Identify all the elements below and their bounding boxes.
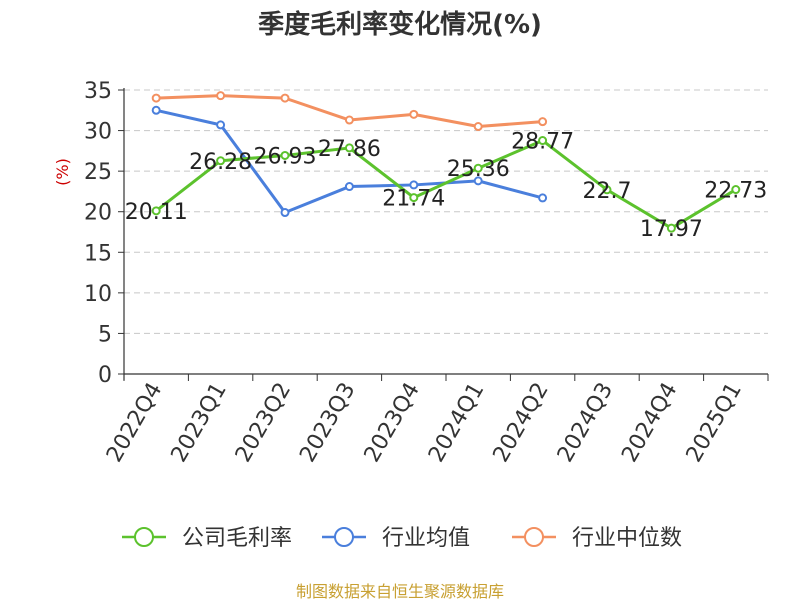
data-point [151,93,161,103]
data-point [344,115,354,125]
data-point [538,117,548,127]
legend-marker [524,527,544,547]
data-point [280,208,290,218]
legend-label: 行业中位数 [572,526,682,551]
data-point [344,182,354,192]
data-point [666,223,676,233]
data-point [409,193,419,203]
data-point [344,143,354,153]
y-tick-label: 15 [84,241,112,266]
data-label: 27.86 [318,137,381,162]
y-tick-label: 5 [98,322,112,347]
y-tick-label: 25 [84,160,112,185]
series-line [155,139,737,230]
legend-label: 行业均值 [382,526,470,551]
data-label: 26.28 [189,150,252,175]
data-label: 26.93 [254,144,317,169]
legend-label: 公司毛利率 [182,526,292,551]
x-tick-label: 2023Q2 [231,379,296,467]
y-tick-label: 20 [84,201,112,226]
x-tick-label: 2024Q4 [617,379,682,467]
data-point [280,93,290,103]
data-point [409,109,419,119]
x-tick-label: 2022Q4 [102,379,167,467]
y-tick-label: 0 [98,363,112,388]
x-tick-label: 2023Q4 [360,379,425,467]
x-tick-label: 2024Q1 [424,379,489,467]
data-point [538,193,548,203]
data-label: 22.73 [704,179,767,204]
data-label: 25.36 [447,157,510,182]
data-point [216,156,226,166]
data-label: 17.97 [640,217,703,242]
data-label: 28.77 [511,130,574,155]
legend-marker [334,527,354,547]
data-point [731,185,741,195]
y-axis-label: (%) [53,158,72,186]
chart-title: 季度毛利率变化情况(%) [258,10,542,40]
data-point [473,163,483,173]
data-point [409,180,419,190]
data-point [602,185,612,195]
data-label: 20.11 [125,200,188,225]
data-point [151,105,161,115]
y-tick-label: 10 [84,282,112,307]
x-tick-label: 2024Q2 [488,379,553,467]
data-point [538,136,548,146]
data-point [280,150,290,160]
x-tick-label: 2023Q3 [295,379,360,467]
data-point [216,120,226,130]
legend-marker [134,527,154,547]
x-tick-label: 2025Q1 [682,379,747,467]
data-point [473,122,483,132]
y-tick-label: 35 [84,79,112,104]
source-note: 制图数据来自恒生聚源数据库 [295,582,504,601]
data-point [473,176,483,186]
data-point [216,91,226,101]
data-label: 22.7 [583,179,632,204]
x-tick-label: 2024Q3 [553,379,618,467]
y-tick-label: 30 [84,120,112,145]
data-label: 21.74 [382,187,445,212]
x-tick-label: 2023Q1 [166,379,231,467]
data-point [151,206,161,216]
